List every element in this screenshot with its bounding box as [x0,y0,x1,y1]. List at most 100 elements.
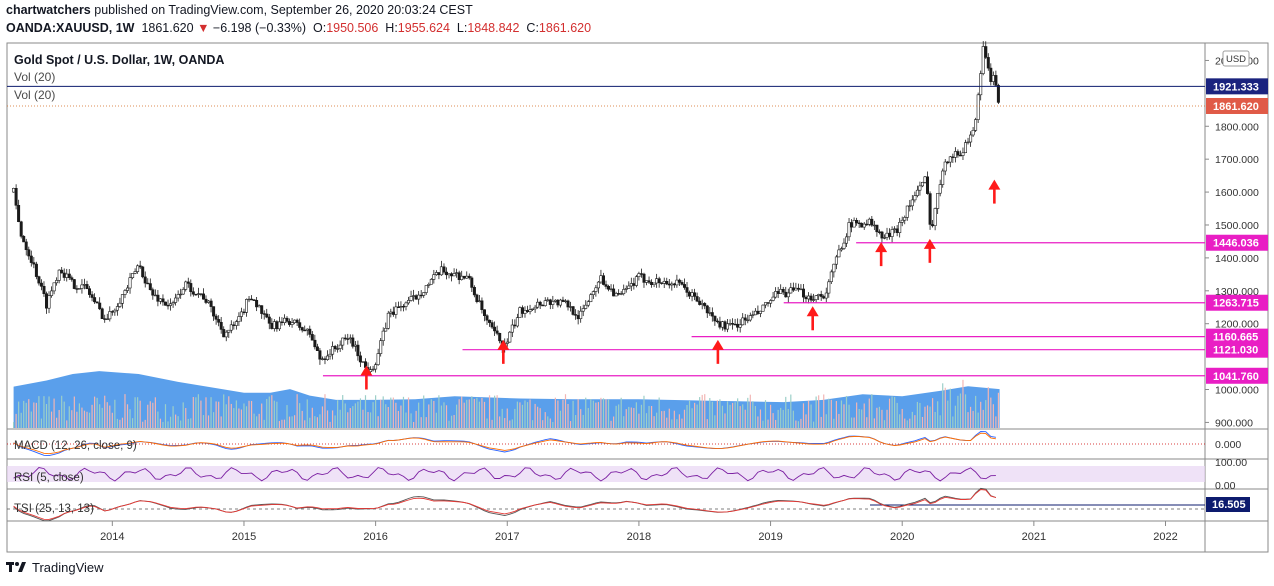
candle-body [617,293,621,295]
candle-body [561,299,565,302]
candle-body [37,276,41,284]
candle-body [470,277,474,288]
candle-body [842,242,846,249]
chart-title: Gold Spot / U.S. Dollar, 1W, OANDA [14,53,224,67]
candle-body [915,189,919,196]
candle-body [662,280,666,284]
candle-body [650,281,654,285]
candle-body [961,152,965,156]
candle-body [796,287,800,290]
candle-body [515,317,519,327]
candle-body [158,298,162,302]
candle-body [113,309,117,313]
candle-body [303,329,307,332]
candle-body [687,292,691,297]
candle-body [814,295,818,301]
time-axis[interactable]: 2014 2015 2016 2017 2018 2019 2020 2021 2022 [100,531,1178,543]
tsi-signal-line [13,489,997,520]
candle-body [83,284,87,286]
candle-body [444,271,448,276]
rsi-band [7,466,1205,482]
candle-body [941,170,945,185]
candle-body [57,269,61,281]
candle-body [875,224,879,233]
candle-body [381,330,385,342]
candle-body [558,299,562,306]
candle-body [703,303,707,307]
candle-body [120,294,124,304]
candle-body [290,322,294,325]
candle-body [655,278,659,284]
candle-body [282,317,286,324]
currency-badge[interactable] [1222,50,1250,67]
candle-body [432,274,436,280]
candle-body [966,141,970,144]
candle-body [32,262,36,265]
candle-body [553,299,557,302]
candle-body [918,185,922,191]
candle-body [275,321,279,330]
candle-body [280,321,284,323]
candle-body [136,265,140,272]
candle-body [627,285,631,289]
candle-body [358,355,362,363]
candle-body [189,283,193,292]
price-label: 1200.000 [1215,319,1259,331]
currency-label: USD [1226,54,1246,65]
candle-body [77,288,81,290]
candle-body [852,220,856,228]
candle-body [153,294,157,297]
candle-body [925,176,929,194]
last-price-value: 1861.620 [1213,101,1259,113]
candle-body [837,249,841,258]
candle-body [105,318,109,320]
candle-body [270,322,274,329]
candle-body [900,219,904,223]
candle-body [39,282,43,287]
candle-body [108,311,112,320]
candle-body [232,324,236,326]
candle-body [308,328,312,335]
candle-body [399,305,403,308]
candle-body [882,237,886,239]
candle-body [677,279,681,283]
candle-body [88,288,92,295]
candle-body [563,300,567,302]
candle-body [829,271,833,282]
high-value: 1955.624 [397,21,450,35]
candle-body [412,295,416,297]
candle-body [867,218,871,225]
candle-body [298,322,302,328]
candle-body [351,337,355,347]
candle-body [708,312,712,314]
candle-body [333,346,337,350]
candle-body [594,287,598,292]
tradingview-brand[interactable]: TradingView [6,560,104,575]
candle-body [984,46,988,58]
year-label: 2016 [363,531,387,543]
rsi-label: RSI (5, close) [14,472,84,484]
candle-body [90,294,94,298]
candle-body [212,306,216,317]
down-triangle-icon: ▼ [197,21,210,35]
candle-body [267,316,271,324]
candle-body [579,310,583,320]
candle-body [989,67,993,82]
support-value: 1446.036 [1213,238,1259,250]
candle-body [439,266,443,276]
candle-body [80,284,84,289]
candle-body [128,277,132,289]
candle-body [920,182,924,187]
candle-body [657,278,661,284]
year-separators [111,521,1167,526]
candle-body [963,142,967,154]
candle-body [746,319,750,322]
candle-body [596,281,600,289]
candle-body [994,75,998,86]
candle-body [336,348,340,350]
candle-body [733,323,737,326]
candle-body [482,309,486,317]
candle-body [885,232,889,238]
candle-body [103,318,107,320]
